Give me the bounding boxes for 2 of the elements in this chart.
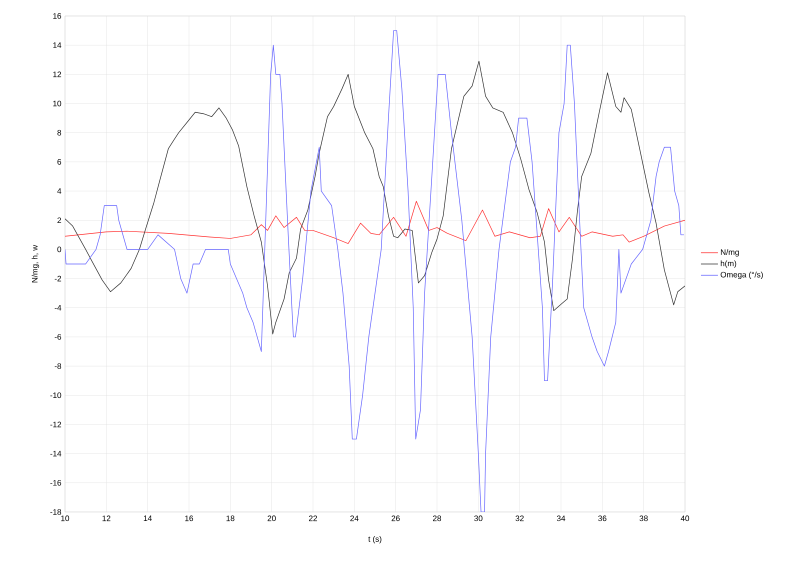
line-series xyxy=(65,60,686,334)
line-series xyxy=(65,200,686,244)
